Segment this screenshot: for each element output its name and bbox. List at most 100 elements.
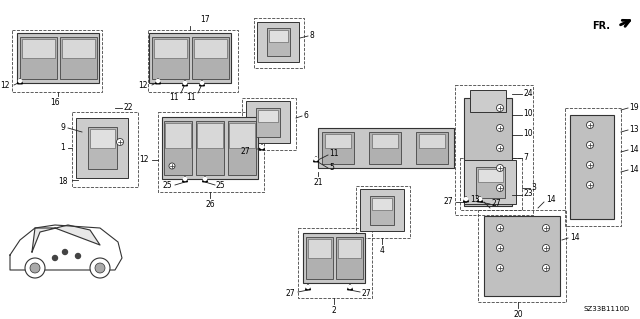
Bar: [197, 123, 223, 148]
Bar: [322, 132, 354, 164]
Bar: [464, 98, 512, 206]
Circle shape: [19, 79, 22, 83]
Polygon shape: [156, 78, 161, 84]
Circle shape: [497, 244, 504, 251]
Bar: [72, 112, 138, 187]
Bar: [269, 30, 288, 42]
Text: 19: 19: [629, 103, 639, 113]
Circle shape: [497, 264, 504, 271]
Bar: [360, 189, 404, 231]
Text: 25: 25: [163, 182, 172, 190]
Circle shape: [586, 142, 593, 149]
Polygon shape: [182, 80, 188, 86]
Bar: [242, 98, 296, 150]
Bar: [476, 167, 504, 198]
Bar: [257, 22, 299, 62]
Circle shape: [76, 254, 81, 258]
Text: 7: 7: [523, 152, 528, 161]
Circle shape: [543, 264, 550, 271]
Circle shape: [25, 258, 45, 278]
Text: 2: 2: [332, 306, 337, 315]
Bar: [370, 196, 394, 226]
Text: 22: 22: [123, 103, 132, 113]
Circle shape: [95, 263, 105, 273]
Circle shape: [63, 249, 67, 255]
Bar: [460, 158, 522, 210]
Polygon shape: [463, 197, 468, 202]
Text: 14: 14: [570, 234, 580, 242]
Circle shape: [184, 81, 187, 85]
Text: 8: 8: [309, 32, 314, 41]
Text: 24: 24: [523, 88, 532, 98]
Circle shape: [497, 184, 504, 191]
Circle shape: [543, 225, 550, 232]
Text: 12: 12: [138, 81, 148, 91]
Bar: [267, 28, 290, 56]
Polygon shape: [182, 176, 188, 182]
Text: 11: 11: [170, 93, 179, 102]
Circle shape: [543, 244, 550, 251]
Circle shape: [314, 157, 317, 160]
Text: 9: 9: [60, 122, 65, 131]
Text: 11: 11: [329, 150, 339, 159]
Circle shape: [200, 81, 204, 85]
Text: 21: 21: [313, 178, 323, 187]
Text: 6: 6: [303, 112, 308, 121]
Text: 3: 3: [531, 183, 536, 192]
Circle shape: [497, 124, 504, 131]
Bar: [570, 115, 614, 219]
Bar: [256, 108, 280, 137]
Text: 10: 10: [523, 109, 532, 118]
Circle shape: [116, 138, 124, 145]
Circle shape: [497, 105, 504, 112]
Bar: [565, 108, 621, 226]
Bar: [308, 239, 331, 258]
Polygon shape: [477, 197, 483, 202]
Bar: [419, 134, 445, 148]
Bar: [484, 216, 560, 296]
Text: SZ33B1110D: SZ33B1110D: [584, 306, 630, 312]
Bar: [478, 210, 566, 302]
Polygon shape: [260, 145, 264, 150]
Bar: [148, 30, 238, 92]
Polygon shape: [200, 80, 204, 86]
Bar: [306, 237, 333, 279]
Polygon shape: [32, 225, 100, 252]
Bar: [154, 39, 187, 58]
Circle shape: [52, 256, 58, 261]
Text: 5: 5: [329, 164, 334, 173]
Bar: [338, 239, 361, 258]
Bar: [17, 33, 99, 83]
Circle shape: [90, 258, 110, 278]
Circle shape: [586, 122, 593, 129]
Text: 12: 12: [1, 80, 10, 90]
Bar: [470, 90, 506, 112]
Text: 23: 23: [523, 189, 532, 198]
Bar: [192, 37, 229, 79]
Text: 27: 27: [444, 197, 453, 206]
Text: 14: 14: [546, 196, 556, 204]
Text: 13: 13: [470, 196, 480, 204]
Text: 26: 26: [205, 200, 215, 209]
Bar: [90, 129, 115, 148]
Bar: [336, 237, 363, 279]
Circle shape: [348, 286, 351, 288]
Circle shape: [479, 197, 481, 201]
Circle shape: [586, 182, 593, 189]
Bar: [152, 37, 189, 79]
Bar: [356, 186, 410, 238]
Text: 27: 27: [241, 146, 250, 155]
Bar: [303, 233, 365, 283]
Text: 11: 11: [186, 93, 196, 102]
Bar: [246, 101, 290, 143]
Circle shape: [169, 163, 175, 169]
Circle shape: [497, 225, 504, 232]
Text: 1: 1: [60, 144, 65, 152]
Bar: [164, 121, 192, 175]
Text: 27: 27: [285, 288, 295, 298]
Text: 13: 13: [629, 125, 639, 135]
Text: 14: 14: [629, 145, 639, 154]
Bar: [325, 134, 351, 148]
Bar: [228, 121, 256, 175]
Bar: [298, 228, 372, 298]
